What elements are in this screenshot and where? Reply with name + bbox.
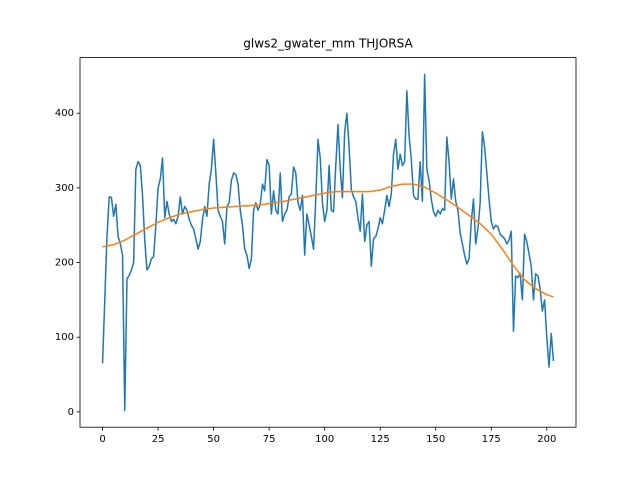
x-tick-label: 75 — [263, 434, 276, 445]
y-tick-label: 400 — [55, 108, 74, 119]
x-tick-label: 100 — [315, 434, 334, 445]
y-tick-label: 300 — [55, 183, 74, 194]
y-tick-label: 100 — [55, 332, 74, 343]
x-tick-label: 150 — [426, 434, 445, 445]
x-tick-label: 0 — [99, 434, 105, 445]
y-tick-label: 0 — [68, 407, 74, 418]
x-tick-label: 200 — [537, 434, 556, 445]
x-tick-label: 50 — [207, 434, 220, 445]
data-line — [102, 183, 554, 298]
plot-frame — [79, 57, 577, 428]
data-line — [101, 73, 555, 412]
x-tick-label: 25 — [152, 434, 165, 445]
y-tick-label: 200 — [55, 258, 74, 269]
chart-title: glws2_gwater_mm THJORSA — [243, 37, 413, 51]
x-tick-label: 125 — [371, 434, 390, 445]
x-tick-label: 175 — [482, 434, 501, 445]
